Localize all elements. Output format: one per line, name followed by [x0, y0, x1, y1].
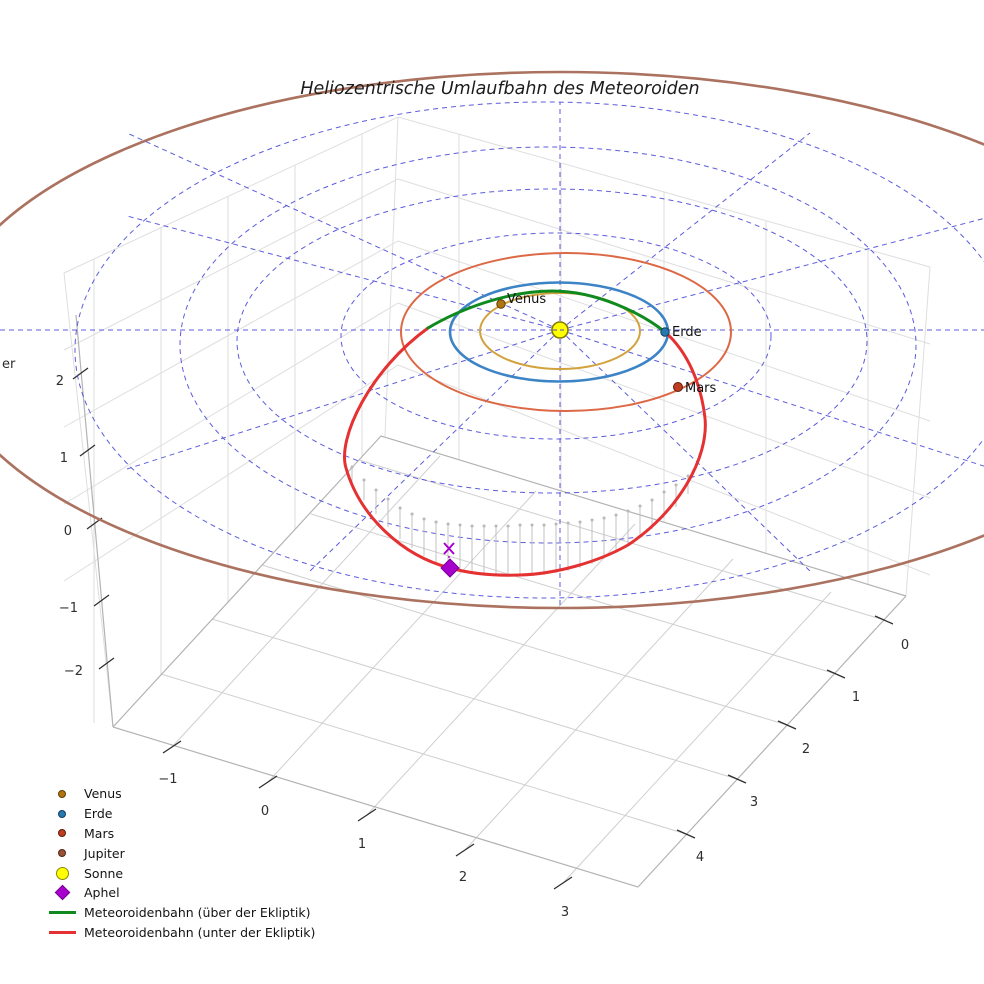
legend-item: Venus — [40, 784, 315, 804]
polar-circle-5au — [74, 101, 984, 599]
jupiter-orbit — [0, 70, 984, 610]
floor-grid — [160, 455, 885, 884]
meteoroid-below-legend-line-icon — [40, 930, 84, 934]
z-tick-label: 1 — [60, 451, 68, 466]
floor-lines-const-x — [171, 455, 832, 884]
polar-circle-2au — [340, 232, 772, 440]
x-axis-spine — [112, 726, 639, 888]
aphel-marker-group — [440, 542, 460, 578]
polar-circle-3au — [236, 188, 868, 494]
floor-lines-const-y — [160, 459, 885, 835]
x-tick-labels: −1 0 1 2 3 — [158, 772, 569, 920]
legend-item-label: Meteoroidenbahn (unter der Ekliptik) — [84, 924, 316, 940]
x-tick-label: 3 — [561, 905, 569, 920]
plot-title: Heliozentrische Umlaufbahn des Meteoroid… — [300, 79, 699, 99]
planet-orbits — [400, 252, 732, 412]
wall-top-edges — [63, 116, 931, 274]
wall-grid — [63, 116, 931, 728]
y-axis-spine — [637, 595, 907, 888]
clipped-z-axis-label: er — [2, 357, 16, 372]
axis-spines — [75, 314, 907, 888]
x-tick-label: 0 — [261, 804, 269, 819]
legend-item: Meteoroidenbahn (über der Ekliptik) — [40, 903, 315, 923]
meteoroid-above-legend-line-icon — [40, 911, 84, 915]
legend-item-label: Venus — [84, 786, 122, 802]
venus-label: Venus — [507, 292, 546, 307]
meteoroid-orbit-above-ecliptic — [426, 289, 667, 334]
legend-item: Meteoroidenbahn (unter der Ekliptik) — [40, 923, 315, 943]
mars-marker — [673, 382, 683, 392]
y-tick-label: 1 — [852, 690, 860, 705]
venus-orbit — [479, 292, 641, 370]
wall-side-edges — [63, 266, 931, 728]
aphel-legend-marker-icon — [40, 885, 84, 901]
y-tick-label: 4 — [696, 850, 704, 865]
aphel-diamond — [440, 558, 460, 578]
legend-item-label: Mars — [84, 825, 115, 841]
y-tick-labels: 0 1 2 3 4 — [696, 638, 909, 865]
z-tick-label: 2 — [56, 374, 64, 389]
ecliptic-distance-stems — [350, 465, 690, 576]
erde-label: Erde — [672, 325, 702, 340]
x-tick-label: 1 — [358, 837, 366, 852]
erde-legend-marker-icon — [40, 809, 84, 818]
venus-marker — [496, 299, 506, 309]
venus-legend-marker-icon — [40, 789, 84, 798]
y-tick-label: 3 — [750, 795, 758, 810]
legend-item: Sonne — [40, 863, 315, 883]
x-tick-label: −1 — [158, 772, 177, 787]
legend-item: Aphel — [40, 883, 315, 903]
legend-item-label: Aphel — [84, 885, 120, 901]
wall-corner-vertical — [384, 116, 399, 437]
mars-legend-marker-icon — [40, 829, 84, 838]
mars-orbit — [400, 252, 732, 412]
legend-item: Jupiter — [40, 843, 315, 863]
floor-far-edges — [112, 435, 907, 728]
x-tick-marks — [162, 740, 573, 890]
legend-item-label: Jupiter — [84, 845, 125, 861]
sun-marker-group — [551, 321, 569, 339]
erde-marker — [660, 327, 670, 337]
z-tick-label: −2 — [64, 664, 83, 679]
z-axis-spine — [75, 314, 114, 728]
stem-tip-dots — [350, 465, 690, 528]
left-wall-verticals — [93, 134, 363, 723]
x-tick-label: 2 — [459, 870, 467, 885]
mars-label: Mars — [685, 381, 717, 396]
y-tick-label: 0 — [901, 638, 909, 653]
z-tick-label: −1 — [59, 601, 78, 616]
polar-spokes — [0, 102, 984, 608]
left-wall-zlines — [63, 178, 399, 582]
legend-item: Erde — [40, 804, 315, 824]
axis-tick-marks — [72, 367, 894, 890]
legend-item-label: Meteoroidenbahn (über der Ekliptik) — [84, 905, 311, 921]
stem-lines — [351, 467, 689, 576]
aphel-x-mark — [443, 542, 455, 555]
y-tick-label: 2 — [802, 742, 810, 757]
y-tick-marks — [676, 615, 894, 839]
polar-circle-4au — [179, 146, 917, 544]
jupiter-legend-marker-icon — [40, 849, 84, 858]
meteoroid-orbit-below-ecliptic — [343, 326, 707, 577]
z-tick-labels: 2 1 0 −1 −2 — [56, 374, 83, 679]
ecliptic-polar-grid — [0, 101, 984, 608]
legend-item-label: Sonne — [84, 865, 124, 881]
sonne-legend-marker-icon — [40, 866, 84, 880]
legend: Venus Erde Mars Jupiter Sonne Aphel Mete… — [40, 784, 315, 942]
z-tick-marks — [72, 367, 115, 670]
legend-item-label: Erde — [84, 806, 113, 822]
legend-item: Mars — [40, 824, 315, 844]
z-tick-label: 0 — [64, 524, 72, 539]
planet-markers: Venus Erde Mars — [496, 292, 717, 396]
